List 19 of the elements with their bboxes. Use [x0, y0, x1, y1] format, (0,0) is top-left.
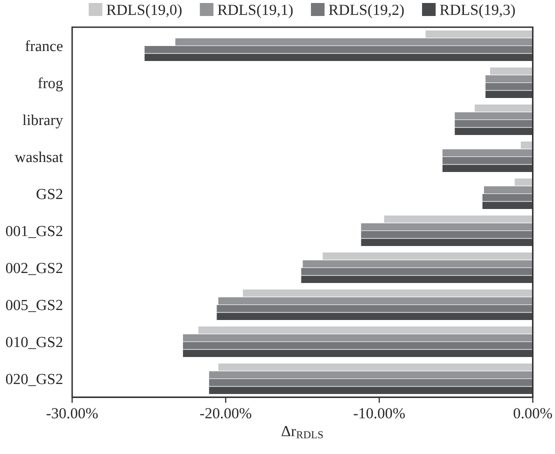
y-tick-label: GS2 [36, 188, 62, 200]
x-tick-label: -30.00% [46, 408, 98, 418]
legend-label: RDLS(19,0) [106, 4, 182, 18]
y-tick-label: 005_GS2 [6, 300, 62, 312]
y-tick-label: 001_GS2 [6, 226, 62, 238]
y-tick-label: 002_GS2 [6, 262, 62, 276]
x-tick-label: -20.00% [200, 408, 252, 418]
y-tick-label: 020_GS2 [6, 374, 62, 386]
legend-label: RDLS(19,2) [328, 4, 404, 18]
y-tick-label: 010_GS2 [6, 336, 62, 350]
y-tick-label: france [25, 40, 63, 52]
y-tick-label: library [22, 114, 64, 128]
x-tick-label: -10.00% [354, 408, 405, 418]
x-tick-label: 0.00% [514, 408, 552, 418]
y-tick-label: washsat [14, 151, 64, 162]
y-tick-label: frog [38, 77, 63, 92]
x-axis-title: Δr$_{RDLS}$ [282, 426, 323, 438]
legend-label: RDLS(19,3) [440, 4, 515, 18]
legend-label: RDLS(19,1) [218, 4, 293, 18]
